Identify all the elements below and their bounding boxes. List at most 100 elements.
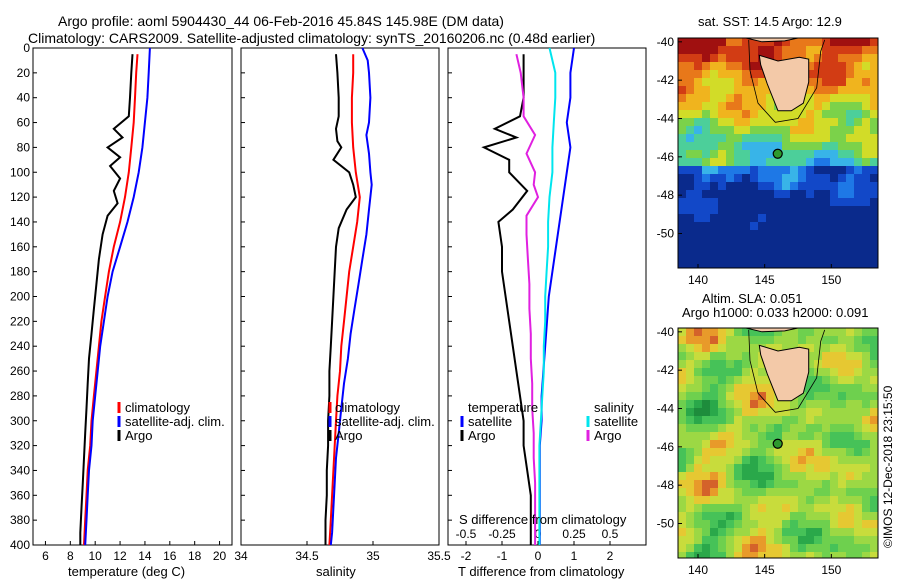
map-cell	[718, 344, 726, 352]
map-cell	[774, 552, 782, 558]
map-cell	[798, 126, 806, 134]
map-cell	[742, 254, 750, 262]
map-cell	[846, 488, 854, 496]
map-cell	[742, 432, 750, 440]
map-cell	[702, 392, 710, 400]
map-cell	[694, 246, 702, 254]
map-cell	[830, 222, 838, 230]
map-cell	[814, 150, 822, 158]
map-cell	[806, 78, 814, 86]
map-cell	[806, 246, 814, 254]
map-cell	[718, 424, 726, 432]
map-cell	[870, 376, 878, 384]
map-cell	[846, 94, 854, 102]
map-cell	[758, 86, 766, 94]
map-cell	[774, 464, 782, 472]
map-cell	[686, 472, 694, 480]
map-cell	[678, 118, 686, 126]
map-cell	[854, 416, 862, 424]
map-cell	[678, 182, 686, 190]
map-cell	[798, 246, 806, 254]
map-cell	[734, 392, 742, 400]
map-cell	[766, 102, 774, 110]
map-cell	[750, 174, 758, 182]
map-cell	[726, 352, 734, 360]
map-cell	[678, 536, 686, 544]
map-cell	[718, 78, 726, 86]
map-cell	[790, 190, 798, 198]
map-cell	[798, 448, 806, 456]
map-cell	[870, 190, 878, 198]
map-cell	[790, 536, 798, 544]
map-cell	[758, 504, 766, 512]
legend-label-argo: Argo	[125, 428, 152, 443]
map-cell	[726, 360, 734, 368]
map-cell	[750, 262, 758, 268]
map-cell	[782, 440, 790, 448]
map-cell	[870, 456, 878, 464]
map-cell	[806, 512, 814, 520]
map-cell	[718, 440, 726, 448]
map-cell	[734, 54, 742, 62]
map-cell	[830, 360, 838, 368]
map-cell	[678, 246, 686, 254]
map-cell	[678, 400, 686, 408]
map-cell	[694, 368, 702, 376]
x-tick-label: 1	[571, 549, 578, 563]
map-cell	[750, 246, 758, 254]
map-cell	[710, 230, 718, 238]
map-cell	[862, 496, 870, 504]
map-cell	[702, 480, 710, 488]
map-cell	[750, 86, 758, 94]
map-cell	[790, 142, 798, 150]
map-cell	[742, 456, 750, 464]
map-cell	[758, 182, 766, 190]
map-cell	[774, 126, 782, 134]
map-cell	[822, 62, 830, 70]
map-cell	[798, 552, 806, 558]
y-tick-label: 360	[10, 488, 30, 502]
map-cell	[854, 400, 862, 408]
map-cell	[814, 416, 822, 424]
y-tick-label: 260	[10, 364, 30, 378]
map-cell	[734, 126, 742, 134]
map-cell	[750, 392, 758, 400]
map-cell	[758, 262, 766, 268]
map-cell	[814, 464, 822, 472]
map-cell	[710, 158, 718, 166]
map-cell	[686, 262, 694, 268]
map-cell	[678, 488, 686, 496]
map-cell	[790, 134, 798, 142]
x-tick-label: 35	[366, 549, 380, 563]
map-cell	[862, 528, 870, 536]
map-cell	[838, 440, 846, 448]
map-cell	[854, 214, 862, 222]
map-cell	[806, 190, 814, 198]
map-cell	[686, 496, 694, 504]
map-cell	[782, 488, 790, 496]
map-cell	[814, 472, 822, 480]
map-cell	[742, 488, 750, 496]
map-cell	[830, 424, 838, 432]
map-cell	[862, 352, 870, 360]
map-cell	[806, 408, 814, 416]
map-cell	[694, 230, 702, 238]
map-cell	[798, 392, 806, 400]
map-cell	[838, 328, 846, 336]
map-cell	[750, 222, 758, 230]
map-cell	[758, 246, 766, 254]
map-cell	[806, 230, 814, 238]
map-cell	[726, 198, 734, 206]
map-cell	[838, 416, 846, 424]
map-cell	[750, 206, 758, 214]
argo-location-marker	[772, 438, 783, 449]
map-cell	[734, 384, 742, 392]
map-cell	[814, 78, 822, 86]
map-cell	[846, 246, 854, 254]
map-cell	[798, 110, 806, 118]
map-cell	[830, 384, 838, 392]
map-cell	[790, 254, 798, 262]
map-cell	[678, 150, 686, 158]
map-cell	[838, 166, 846, 174]
